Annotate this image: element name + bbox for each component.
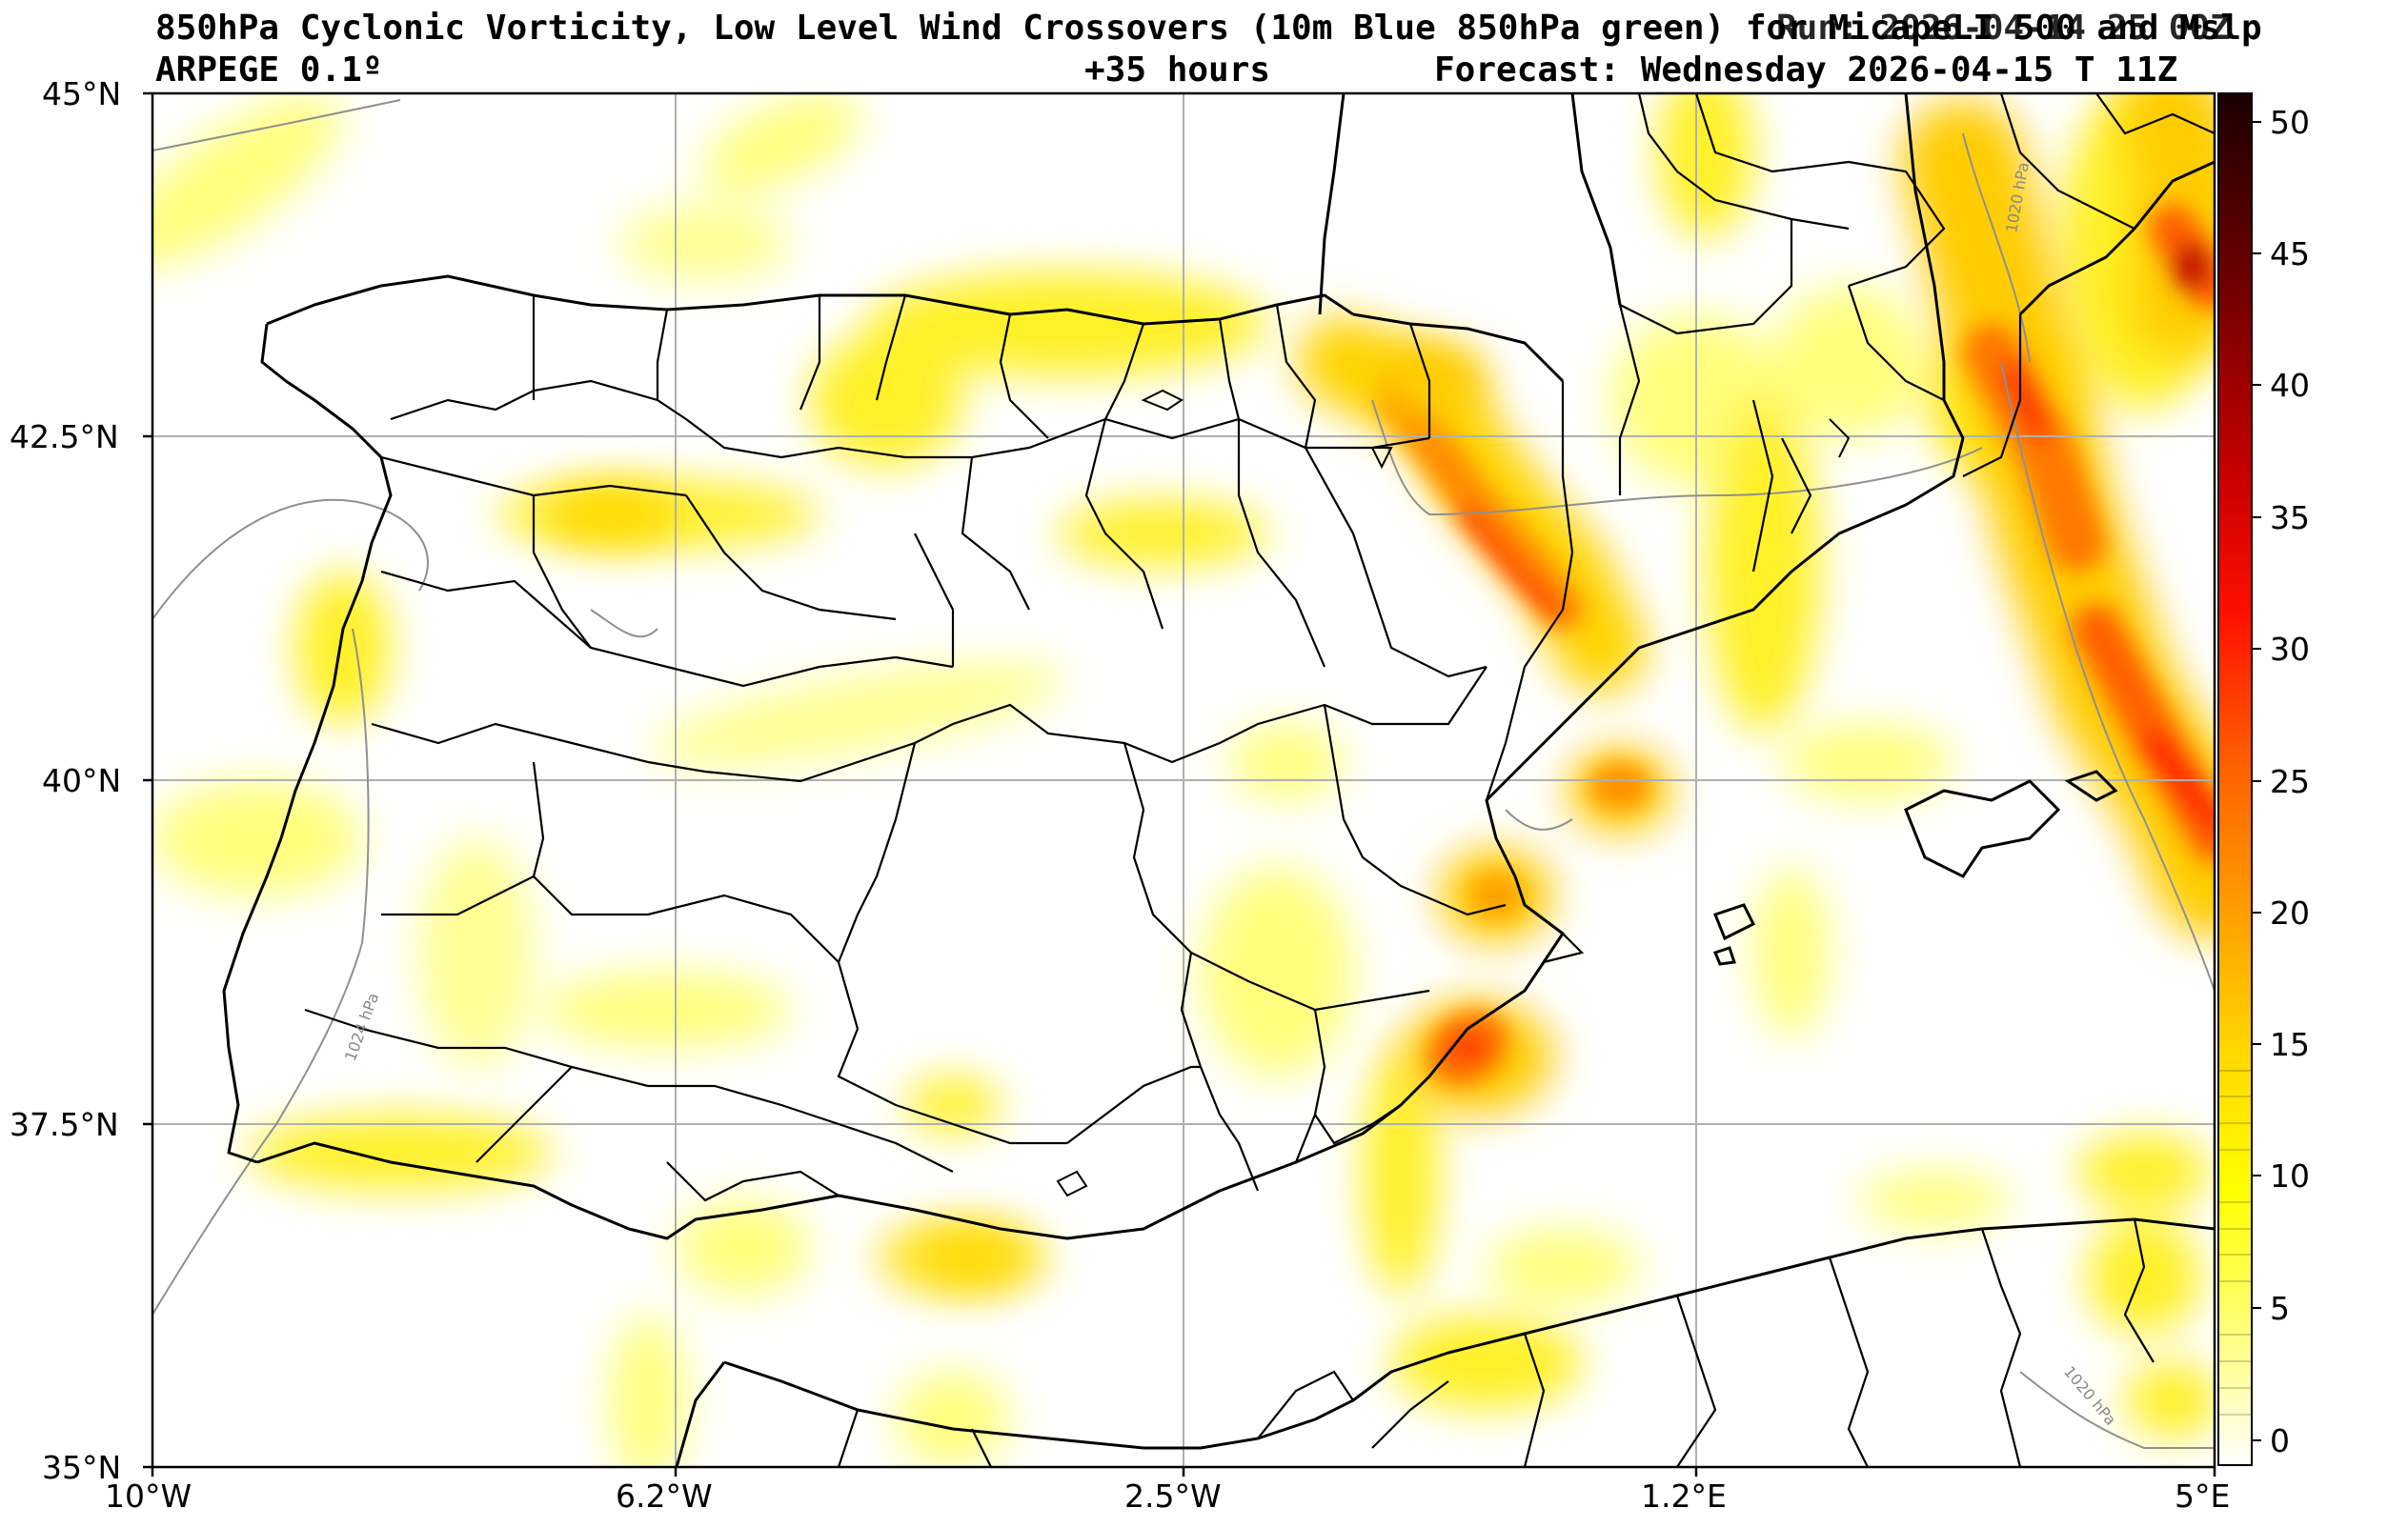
coastline-iberia bbox=[222, 93, 2215, 1467]
colorbar-tick-40: 40 bbox=[2270, 367, 2310, 404]
lon-label-5e: 5°E bbox=[2175, 1478, 2231, 1515]
lon-label-10w: 10°W bbox=[105, 1478, 192, 1515]
lon-label-1-2e: 1.2°E bbox=[1641, 1478, 1727, 1515]
map-title: 850hPa Cyclonic Vorticity, Low Level Win… bbox=[155, 9, 2262, 48]
lat-label-45n: 45°N bbox=[42, 75, 122, 112]
lon-label-6-2w: 6.2°W bbox=[616, 1478, 713, 1515]
admin-borders bbox=[304, 93, 2215, 1467]
colorbar-tick-45: 45 bbox=[2270, 235, 2310, 272]
lat-label-42-5n: 42.5°N bbox=[10, 418, 119, 455]
lon-label-2-5w: 2.5°W bbox=[1124, 1478, 1222, 1515]
lead-time-label: +35 hours bbox=[1084, 50, 1271, 90]
lat-label-40n: 40°N bbox=[42, 762, 122, 799]
colorbar bbox=[2217, 92, 2253, 1466]
run-time-label: Run: 2026-04-14 25 00Z bbox=[1776, 9, 2231, 48]
colorbar-tick-15: 15 bbox=[2270, 1026, 2310, 1063]
colorbar-tick-25: 25 bbox=[2270, 763, 2310, 800]
colorbar-tick-0: 0 bbox=[2270, 1422, 2290, 1459]
lat-label-35n: 35°N bbox=[42, 1449, 122, 1486]
lat-label-37-5n: 37.5°N bbox=[10, 1106, 119, 1143]
balearic-islands bbox=[1712, 770, 2118, 966]
colorbar-tick-20: 20 bbox=[2270, 895, 2310, 932]
colorbar-tick-50: 50 bbox=[2270, 104, 2310, 141]
colorbar-tick-5: 5 bbox=[2270, 1290, 2290, 1327]
isobars bbox=[152, 99, 2215, 1449]
model-label: ARPEGE 0.1º bbox=[155, 50, 383, 90]
forecast-valid-label: Forecast: Wednesday 2026-04-15 T 11Z bbox=[1434, 50, 2178, 90]
colorbar-tick-10: 10 bbox=[2270, 1157, 2310, 1195]
colorbar-tick-35: 35 bbox=[2270, 499, 2310, 536]
colorbar-ticks bbox=[2252, 121, 2261, 1441]
colorbar-tick-30: 30 bbox=[2270, 631, 2310, 668]
